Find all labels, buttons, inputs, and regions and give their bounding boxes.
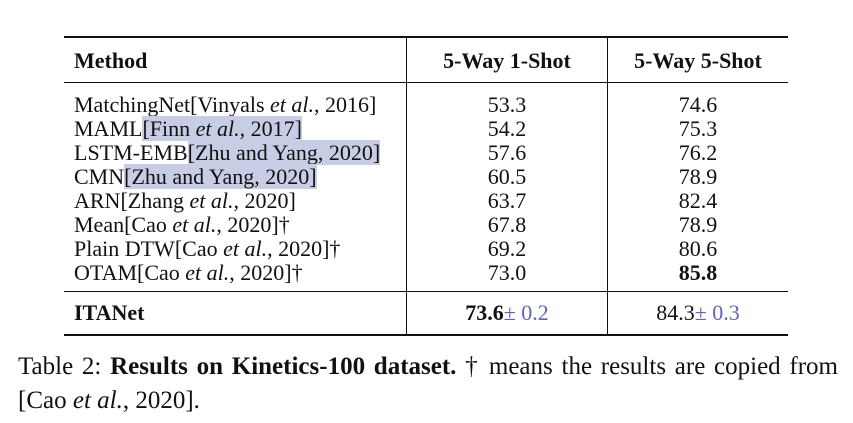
table-row: Plain DTW[Cao et al., 2020]† 69.2 80.6 — [64, 237, 788, 261]
method-name: ARN — [74, 188, 121, 213]
caption-et-al: et al. — [72, 387, 123, 414]
value-5shot-proposed: 84.3± 0.3 — [607, 291, 788, 335]
method-citation-highlighted: [Zhu and Yang, 2020] — [124, 164, 317, 189]
value-5shot-mean: 84.3 — [656, 300, 695, 325]
value-1shot: 73.0 — [406, 261, 608, 292]
method-name: Plain DTW — [74, 236, 175, 261]
method-citation-highlighted: [Finn et al., 2017] — [142, 116, 302, 141]
method-citation: [Cao et al., 2020] — [174, 236, 330, 261]
value-1shot: 63.7 — [406, 189, 608, 213]
dagger-mark: † — [278, 212, 290, 237]
caption-title: Results on Kinetics-100 dataset. — [110, 353, 457, 380]
value-5shot: 78.9 — [607, 213, 788, 237]
value-1shot: 57.6 — [406, 141, 608, 165]
value-1shot: 67.8 — [406, 213, 608, 237]
caption-text: † means the results are copied from [Cao — [18, 353, 839, 414]
method-name: CMN — [74, 164, 125, 189]
method-cell: LSTM-EMB[Zhu and Yang, 2020] — [64, 140, 407, 165]
table-row: OTAM[Cao et al., 2020]† 73.0 85.8 — [64, 261, 788, 292]
method-cell: CMN[Zhu and Yang, 2020] — [64, 164, 407, 189]
dagger-mark: † — [291, 260, 303, 285]
value-5shot: 76.2 — [607, 141, 788, 165]
value-1shot: 69.2 — [406, 237, 608, 261]
std-1shot: ± 0.2 — [503, 300, 549, 325]
table-row: MatchingNet[Vinyals et al., 2016] 53.3 7… — [64, 82, 788, 118]
value-1shot-best: 73.6 — [465, 300, 504, 325]
value-1shot: 60.5 — [406, 165, 608, 189]
value-1shot: 53.3 — [406, 82, 608, 117]
dagger-mark: † — [329, 236, 341, 261]
table-row: CMN[Zhu and Yang, 2020] 60.5 78.9 — [64, 164, 788, 189]
header-1shot: 5-Way 1-Shot — [406, 37, 608, 83]
table-row: Mean[Cao et al., 2020]† 67.8 78.9 — [64, 213, 788, 237]
method-cell: Mean[Cao et al., 2020]† — [64, 213, 407, 237]
method-cell: Plain DTW[Cao et al., 2020]† — [64, 237, 407, 261]
method-name: MatchingNet — [74, 92, 191, 117]
table-row: ARN[Zhang et al., 2020] 63.7 82.4 — [64, 189, 788, 213]
method-citation: [Cao et al., 2020] — [124, 212, 279, 237]
header-5shot: 5-Way 5-Shot — [607, 37, 788, 83]
method-name: MAML — [74, 116, 143, 141]
results-table: Method 5-Way 1-Shot 5-Way 5-Shot Matchin… — [64, 36, 788, 336]
table-row: LSTM-EMB[Zhu and Yang, 2020] 57.6 76.2 — [64, 140, 788, 165]
value-1shot-proposed: 73.6± 0.2 — [406, 291, 608, 335]
method-citation: [Zhang et al., 2020] — [120, 188, 296, 213]
method-citation: [Cao et al., 2020] — [137, 260, 292, 285]
method-cell: ARN[Zhang et al., 2020] — [64, 189, 407, 213]
header-method: Method — [74, 48, 148, 73]
table-row: MAML[Finn et al., 2017] 54.2 75.3 — [64, 116, 788, 141]
value-5shot: 78.9 — [607, 165, 788, 189]
method-name: LSTM-EMB — [74, 140, 188, 165]
value-5shot: 80.6 — [607, 237, 788, 261]
caption-text-end: , 2020]. — [122, 387, 200, 414]
method-cell: MatchingNet[Vinyals et al., 2016] — [64, 83, 407, 118]
value-5shot: 74.6 — [607, 82, 788, 117]
table-caption: Table 2: Results on Kinetics-100 dataset… — [18, 350, 838, 418]
results-table-container: Method 5-Way 1-Shot 5-Way 5-Shot Matchin… — [64, 36, 788, 336]
value-5shot-best: 85.8 — [607, 261, 788, 292]
value-5shot: 82.4 — [607, 189, 788, 213]
table-row-proposed: ITANet 73.6± 0.2 84.3± 0.3 — [64, 291, 788, 335]
method-cell: OTAM[Cao et al., 2020]† — [64, 261, 407, 292]
method-citation-highlighted: [Zhu and Yang, 2020] — [187, 140, 381, 165]
method-name-proposed: ITANet — [74, 300, 145, 325]
std-5shot: ± 0.3 — [694, 300, 740, 325]
caption-label: Table 2: — [18, 353, 111, 380]
value-5shot: 75.3 — [607, 117, 788, 141]
method-name: OTAM — [74, 260, 138, 285]
method-citation: [Vinyals et al., 2016] — [190, 92, 377, 117]
table-header-row: Method 5-Way 1-Shot 5-Way 5-Shot — [64, 37, 788, 83]
method-cell: MAML[Finn et al., 2017] — [64, 116, 407, 141]
method-name: Mean — [74, 212, 125, 237]
value-1shot: 54.2 — [406, 117, 608, 141]
